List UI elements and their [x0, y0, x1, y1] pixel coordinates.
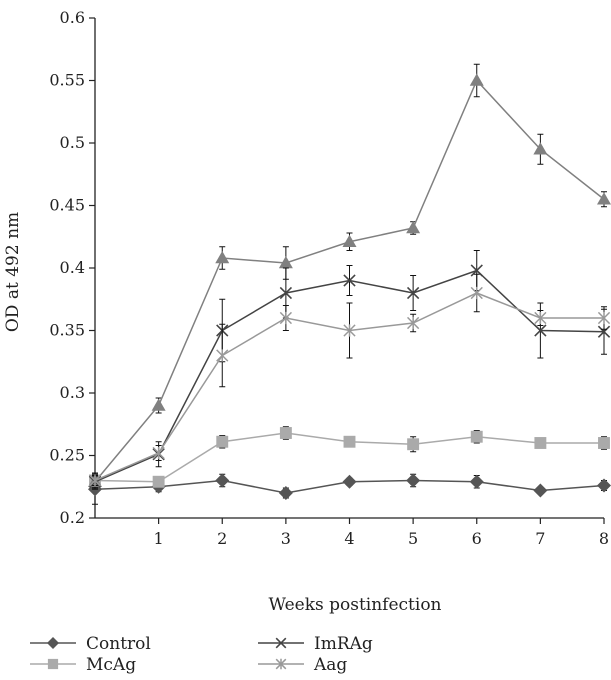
series-aag	[88, 273, 611, 487]
data-point-imrag	[534, 324, 547, 337]
data-point-mcag	[216, 435, 229, 448]
legend-label-aag: Aag	[313, 655, 347, 675]
chart-ticks: 0.2 0.25 0.3 0.35 0.4 0.45 0.5 0.55 0.6 1 2 3 4 5 6 7 8	[49, 8, 609, 548]
legend-label-control: Control	[86, 634, 151, 654]
y-tick-label: 0.5	[60, 133, 85, 152]
legend-marker-control	[47, 637, 59, 649]
x-tick-label: 1	[154, 529, 164, 548]
data-point-mcag	[279, 427, 292, 439]
data-point-aag	[152, 446, 165, 460]
data-point-control	[469, 474, 484, 489]
x-tick-label: 3	[281, 529, 291, 548]
data-point-imrag	[470, 264, 483, 277]
y-tick-label: 0.3	[60, 383, 85, 402]
data-point-imrag	[406, 286, 420, 300]
data-point-mcag	[598, 437, 610, 449]
data-point-imrag-stroke	[597, 325, 611, 338]
data-point-imrag-stroke	[343, 274, 356, 287]
y-tick-label: 0.25	[49, 446, 85, 465]
y-tick-label: 0.35	[49, 321, 85, 340]
legend-marker-imrag-stroke	[275, 637, 287, 649]
data-point-aag	[406, 316, 420, 330]
data-point-aag	[470, 286, 483, 300]
data-point-control	[342, 474, 357, 489]
legend-label-mcag: McAg	[86, 655, 136, 675]
x-tick-label: 6	[472, 529, 482, 548]
chart-series	[88, 63, 611, 505]
series-control	[88, 473, 611, 505]
data-point-aag	[343, 324, 356, 337]
legend-marker-aag	[275, 658, 287, 670]
data-point-control	[533, 483, 548, 498]
data-point-mcag	[407, 438, 420, 451]
legend-item-aag: Aag	[258, 655, 347, 675]
legend-label-imrag: ImRAg	[314, 634, 373, 654]
data-point-imiag	[469, 73, 484, 86]
data-point-mcag	[152, 475, 165, 488]
legend-marker-mcag	[47, 658, 59, 670]
data-point-imrag-stroke	[406, 286, 420, 300]
data-point-aag	[279, 311, 293, 325]
data-point-aag	[534, 311, 547, 325]
data-point-imiag	[151, 398, 166, 411]
y-tick-label: 0.2	[60, 508, 85, 527]
data-point-control	[278, 486, 293, 500]
data-point-imrag-stroke	[279, 286, 293, 300]
data-point-imiag	[278, 256, 293, 269]
series-imrag	[88, 250, 611, 490]
x-tick-label: 7	[535, 529, 545, 548]
y-axis-title: OD at 492 nm	[3, 212, 23, 332]
data-point-mcag	[343, 435, 356, 448]
data-point-imrag-stroke	[534, 324, 547, 337]
y-tick-label: 0.4	[60, 258, 85, 277]
data-point-control	[597, 478, 611, 493]
x-axis-title: Weeks postinfection	[268, 595, 441, 615]
x-tick-label: 5	[408, 529, 418, 548]
data-point-imrag	[279, 286, 293, 300]
data-point-aag	[597, 311, 611, 325]
data-point-imrag	[343, 274, 356, 287]
data-point-aag	[216, 349, 229, 362]
legend-item-control: Control	[30, 634, 151, 654]
data-point-imiag	[533, 142, 548, 155]
data-point-mcag	[470, 430, 483, 443]
data-point-imiag	[406, 221, 421, 234]
y-tick-label: 0.6	[60, 8, 85, 27]
data-point-control	[406, 473, 421, 488]
data-point-imrag	[597, 325, 611, 338]
data-point-aag	[88, 474, 102, 487]
data-point-imrag-stroke	[470, 264, 483, 277]
data-point-control	[215, 473, 230, 488]
data-point-imiag	[215, 251, 230, 264]
y-tick-label: 0.55	[49, 71, 85, 90]
y-tick-label: 0.45	[49, 196, 85, 215]
x-tick-label: 8	[599, 529, 609, 548]
legend-marker-imrag	[275, 637, 287, 649]
legend-item-imrag: ImRAg	[258, 634, 373, 654]
data-point-imiag	[597, 192, 611, 205]
data-point-imiag	[342, 234, 357, 247]
legend-item-mcag: McAg	[30, 655, 136, 675]
x-tick-label: 4	[344, 529, 354, 548]
x-tick-label: 2	[217, 529, 227, 548]
data-point-mcag	[534, 437, 547, 449]
